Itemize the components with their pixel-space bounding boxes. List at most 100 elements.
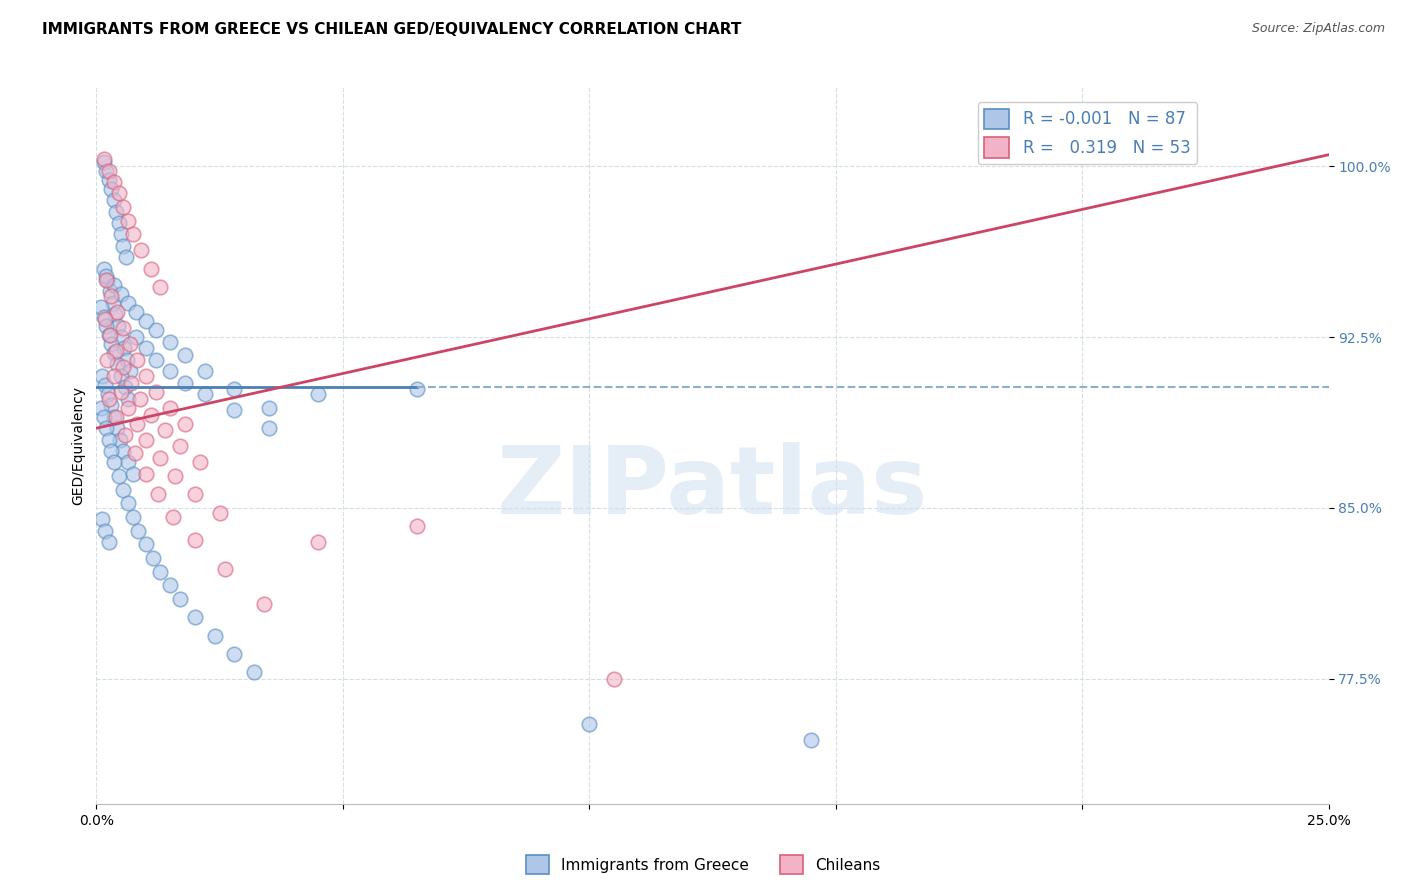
Y-axis label: GED/Equivalency: GED/Equivalency	[72, 385, 86, 505]
Point	[100, 289, 122, 303]
Point	[103, 194, 125, 208]
Point	[224, 403, 246, 417]
Point	[103, 346, 125, 360]
Point	[603, 672, 626, 686]
Point	[90, 401, 112, 415]
Point	[139, 408, 162, 422]
Point	[139, 261, 162, 276]
Point	[94, 524, 117, 538]
Point	[110, 286, 132, 301]
Point	[114, 380, 136, 394]
Point	[162, 510, 184, 524]
Point	[159, 578, 181, 592]
Point	[100, 337, 122, 351]
Point	[93, 409, 115, 424]
Point	[125, 352, 148, 367]
Point	[103, 368, 125, 383]
Point	[184, 533, 207, 547]
Point	[96, 163, 118, 178]
Point	[122, 227, 145, 242]
Point	[194, 387, 217, 401]
Point	[94, 377, 117, 392]
Point	[117, 214, 139, 228]
Point	[100, 398, 122, 412]
Point	[100, 182, 122, 196]
Point	[90, 301, 112, 315]
Point	[110, 384, 132, 399]
Point	[112, 200, 135, 214]
Point	[169, 592, 191, 607]
Point	[159, 334, 181, 349]
Point	[122, 510, 145, 524]
Point	[110, 227, 132, 242]
Legend: Immigrants from Greece, Chileans: Immigrants from Greece, Chileans	[520, 849, 886, 880]
Point	[100, 444, 122, 458]
Point	[105, 204, 128, 219]
Point	[98, 327, 121, 342]
Point	[117, 455, 139, 469]
Point	[159, 401, 181, 415]
Point	[97, 535, 120, 549]
Point	[112, 342, 135, 356]
Point	[125, 305, 148, 319]
Point	[112, 239, 135, 253]
Point	[124, 446, 146, 460]
Point	[125, 417, 148, 431]
Point	[105, 343, 128, 358]
Point	[96, 273, 118, 287]
Point	[97, 433, 120, 447]
Point	[257, 401, 280, 415]
Point	[97, 392, 120, 406]
Point	[184, 487, 207, 501]
Point	[112, 483, 135, 497]
Point	[110, 368, 132, 383]
Text: ZIPatlas: ZIPatlas	[496, 442, 928, 534]
Point	[253, 597, 276, 611]
Point	[129, 244, 152, 258]
Point	[96, 318, 118, 333]
Point	[110, 330, 132, 344]
Point	[117, 392, 139, 406]
Point	[112, 444, 135, 458]
Point	[307, 535, 329, 549]
Point	[204, 629, 226, 643]
Point	[101, 296, 124, 310]
Point	[107, 469, 129, 483]
Point	[91, 512, 114, 526]
Point	[135, 433, 157, 447]
Point	[214, 562, 236, 576]
Point	[97, 163, 120, 178]
Text: IMMIGRANTS FROM GREECE VS CHILEAN GED/EQUIVALENCY CORRELATION CHART: IMMIGRANTS FROM GREECE VS CHILEAN GED/EQ…	[42, 22, 741, 37]
Point	[307, 387, 329, 401]
Point	[105, 358, 128, 372]
Point	[97, 327, 120, 342]
Point	[103, 409, 125, 424]
Point	[115, 250, 138, 264]
Point	[96, 421, 118, 435]
Point	[105, 421, 128, 435]
Point	[96, 273, 118, 287]
Point	[107, 186, 129, 201]
Point	[142, 551, 165, 566]
Point	[146, 487, 169, 501]
Point	[107, 318, 129, 333]
Point	[93, 261, 115, 276]
Point	[174, 348, 197, 362]
Point	[174, 376, 197, 390]
Point	[118, 364, 141, 378]
Point	[96, 268, 118, 283]
Point	[224, 383, 246, 397]
Point	[118, 337, 141, 351]
Text: Source: ZipAtlas.com: Source: ZipAtlas.com	[1251, 22, 1385, 36]
Point	[194, 364, 217, 378]
Point	[155, 424, 177, 438]
Point	[96, 352, 118, 367]
Point	[105, 409, 128, 424]
Point	[578, 717, 600, 731]
Point	[169, 439, 191, 453]
Point	[165, 469, 187, 483]
Point	[149, 280, 172, 294]
Point	[135, 537, 157, 551]
Legend: R = -0.001   N = 87, R =   0.319   N = 53: R = -0.001 N = 87, R = 0.319 N = 53	[977, 102, 1197, 164]
Point	[135, 368, 157, 383]
